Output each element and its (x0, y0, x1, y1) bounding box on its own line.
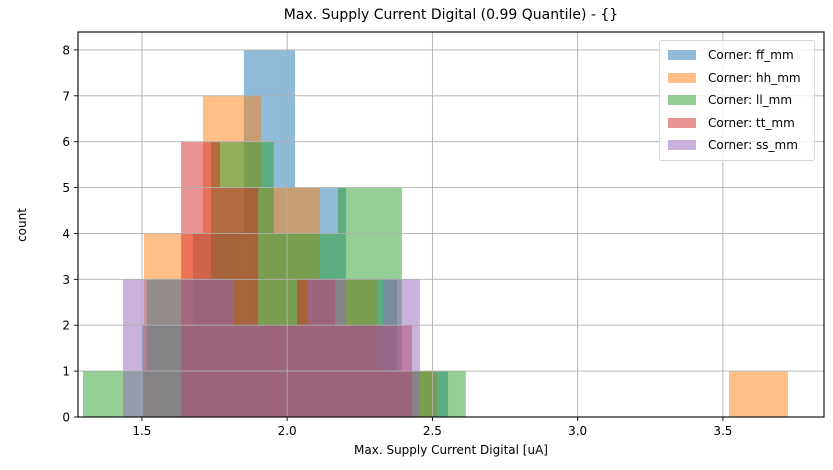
y-tick-label: 6 (62, 135, 70, 149)
legend-swatch-tt-mm (668, 117, 696, 128)
legend-swatch-ll-mm (668, 95, 696, 106)
y-tick-label: 0 (62, 411, 70, 425)
y-tick-label: 5 (62, 181, 70, 195)
histogram-bar (159, 279, 198, 417)
y-tick-label: 1 (62, 365, 70, 379)
chart-title: Max. Supply Current Digital (0.99 Quanti… (283, 7, 619, 23)
y-tick-label: 2 (62, 319, 70, 333)
legend-item-hh-mm: Corner: hh_mm (666, 67, 808, 90)
x-tick-label: 3.5 (713, 424, 732, 438)
x-tick-label: 2.0 (278, 424, 297, 438)
legend-item-tt-mm: Corner: tt_mm (666, 112, 808, 135)
y-tick-label: 8 (62, 43, 70, 57)
x-tick-label: 1.5 (132, 424, 151, 438)
legend-swatch-ff-mm (668, 50, 696, 61)
legend-label: Corner: ff_mm (708, 48, 794, 63)
legend-item-ll-mm: Corner: ll_mm (666, 89, 808, 112)
plot-frame (77, 31, 825, 418)
legend-item-ss-mm: Corner: ss_mm (666, 134, 808, 157)
y-tick-label: 3 (62, 273, 70, 287)
legend-label: Corner: hh_mm (708, 70, 801, 85)
histogram-bar (729, 371, 788, 417)
x-tick-label: 2.5 (423, 424, 442, 438)
legend-label: Corner: ll_mm (708, 93, 793, 108)
y-axis-label: count (15, 208, 29, 242)
axis-ticks: 1.5 2.0 2.5 3.0 3.5 0 1 2 3 4 5 6 7 8 (62, 43, 732, 438)
legend-swatch-hh-mm (668, 72, 696, 83)
y-tick-label: 7 (62, 89, 70, 103)
legend-label: Corner: ss_mm (708, 138, 798, 153)
histogram-bar (383, 279, 420, 417)
legend-item-ff-mm: Corner: ff_mm (666, 44, 808, 67)
histogram-bar (308, 279, 347, 417)
legend-swatch-ss-mm (668, 140, 696, 151)
x-tick-label: 3.0 (568, 424, 587, 438)
x-axis-label: Max. Supply Current Digital [uA] (354, 443, 548, 457)
legend-label: Corner: tt_mm (708, 115, 795, 130)
histogram-bar (197, 279, 234, 417)
y-tick-label: 4 (62, 227, 70, 241)
chart-legend: Corner: ff_mm Corner: hh_mm Corner: ll_m… (659, 40, 815, 161)
